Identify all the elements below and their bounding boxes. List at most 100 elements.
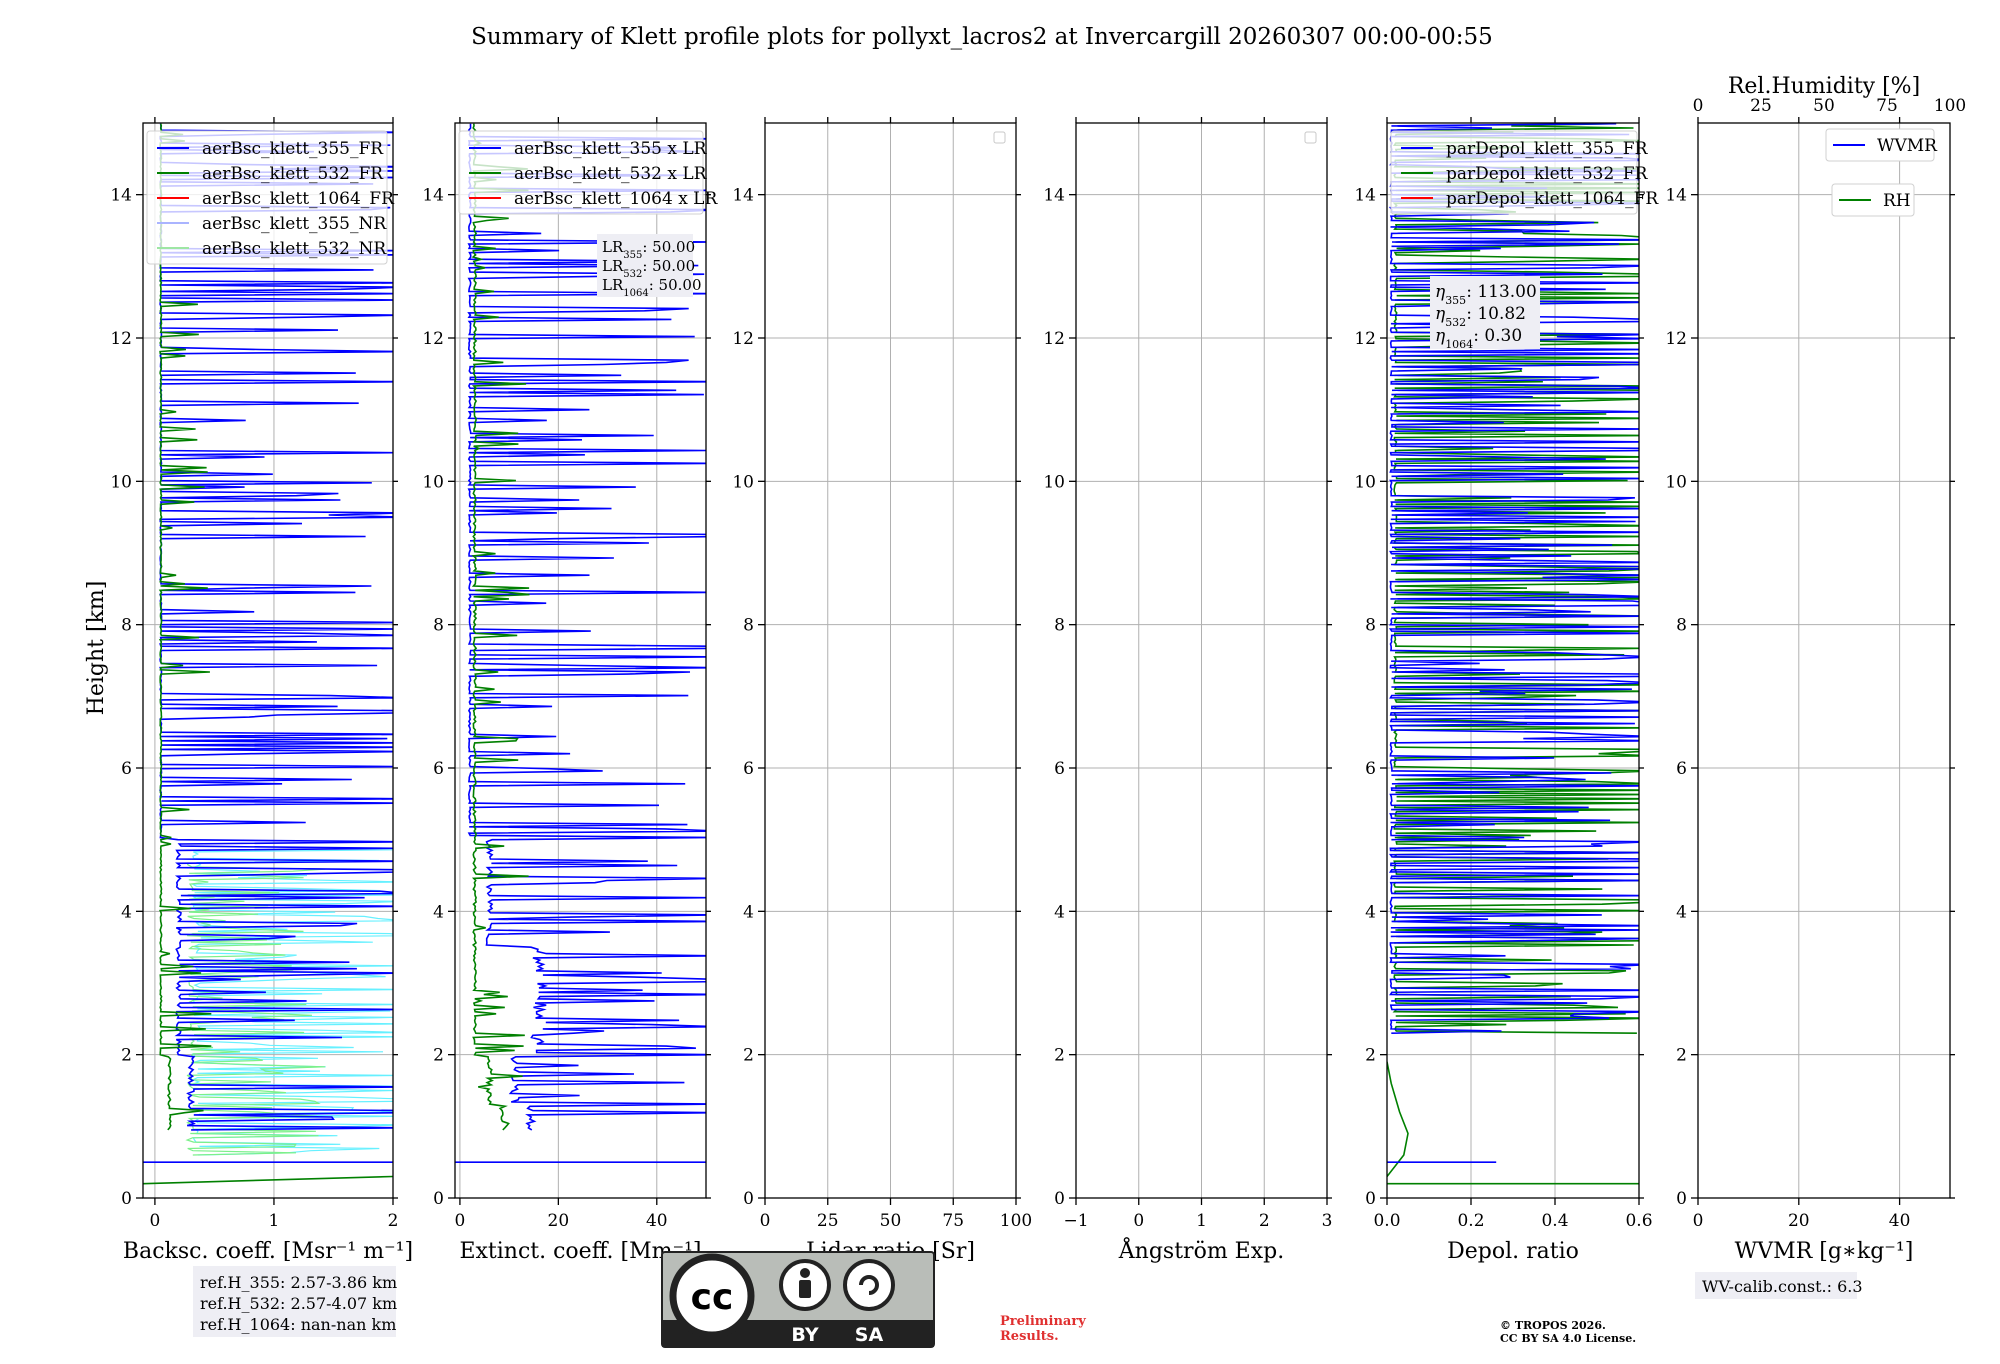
legend-label: parDepol_klett_355_FR [1446,139,1649,159]
series-ext-355 [467,123,706,1131]
series-532-fr [158,123,212,1131]
y-tick-label: 0 [1054,1189,1065,1209]
cc-text: cc [691,1277,734,1318]
x-tick-label: 100 [1000,1211,1032,1231]
y-tick-label: 10 [110,472,132,492]
y-tick-label: 10 [1043,472,1065,492]
wv-calib-box: WV-calib.const.: 6.3 [1695,1272,1863,1299]
legend-label: aerBsc_klett_1064_FR [202,189,395,209]
x-tick-label: 0 [1133,1211,1144,1231]
y-tick-label: 6 [1365,759,1376,779]
copyright-line-1: © TROPOS 2026. [1500,1319,1606,1332]
lr-value: : 50.00 [642,257,695,275]
y-tick-label: 14 [110,186,132,206]
y-tick-label: 0 [433,1189,444,1209]
y-tick-label: 12 [1665,329,1687,349]
x-axis-label: Depol. ratio [1447,1239,1579,1264]
panel-data-depol [1387,123,1639,1185]
panel-wvmr: 0 2 4 6 8 10 12 14 0 20 40 WVMR [g∗kg⁻¹] WVMR RH 0 25 50… [1665,74,1966,1264]
legend-label: parDepol_klett_532_FR [1446,164,1649,184]
y-tick-label: 14 [422,186,444,206]
y-tick-label: 8 [433,616,444,636]
x-tick-label: 3 [1322,1211,1333,1231]
y-tick-label: 6 [1676,759,1687,779]
x-tick-label: 2 [1259,1211,1270,1231]
y-tick-label: 14 [1354,186,1376,206]
lr-value: : 50.00 [642,238,695,256]
eta-annotation-box [1430,276,1540,349]
top-x-tick-label: 25 [1750,96,1772,116]
eta-value: : 113.00 [1466,282,1537,302]
ref-h-1064: ref.H_1064: nan-nan km [200,1315,396,1334]
x-tick-label: 1 [269,1211,280,1231]
legend-box [458,130,704,215]
lr-subscript: 355 [623,250,642,261]
y-tick-label: 4 [1054,902,1065,922]
eta-subscript: 355 [1445,294,1466,307]
figure-title: Summary of Klett profile plots for polly… [471,24,1493,50]
y-tick-label: 4 [433,902,444,922]
x-tick-label: 75 [942,1211,964,1231]
legend-label: aerBsc_klett_355_FR [202,139,384,159]
x-tick-label: 0.2 [1457,1211,1484,1231]
y-tick-label: 2 [121,1046,132,1066]
series-532-near-ground [143,1175,393,1185]
cc-license-logo: cc BY SA [661,1251,935,1348]
series-depol-355 [1388,123,1639,1034]
y-tick-label: 8 [743,616,754,636]
top-x-tick-label: 100 [1934,96,1966,116]
y-tick-label: 4 [121,902,132,922]
legend-label: aerBsc_klett_355_NR [202,214,387,234]
x-tick-label: 20 [1788,1211,1810,1231]
y-tick-label: 12 [1043,329,1065,349]
sa-circle-icon [843,1259,895,1311]
eta-symbol: η [1435,282,1446,302]
x-tick-label: 0 [760,1211,771,1231]
reference-height-box: ref.H_355: 2.57-3.86 km ref.H_532: 2.57-… [193,1266,397,1337]
legend-box-wvmr [1825,128,1935,162]
y-tick-label: 8 [1365,616,1376,636]
y-axis-label: Height [km] [84,581,109,716]
y-tick-label: 8 [121,616,132,636]
panel-depol: 0 2 4 6 8 10 12 14 0.0 0.2 0.4 0.6 Depol. ratio parDe… [1354,117,1659,1264]
y-tick-label: 8 [1054,616,1065,636]
legend-label-wvmr: WVMR [1877,136,1938,156]
x-tick-label: 25 [817,1211,839,1231]
legend-label: aerBsc_klett_1064 x LR [514,189,718,209]
y-tick-label: 10 [1354,472,1376,492]
legend-box [146,130,388,265]
y-tick-label: 6 [743,759,754,779]
top-x-tick-label: 50 [1813,96,1835,116]
lr-annotation-box [597,234,693,297]
y-tick-label: 2 [1365,1046,1376,1066]
x-tick-label: 0 [149,1211,160,1231]
by-text: BY [791,1324,818,1346]
eta-subscript: 1064 [1445,338,1473,351]
y-tick-label: 12 [422,329,444,349]
y-tick-label: 8 [1676,616,1687,636]
x-tick-label: 0.4 [1541,1211,1568,1231]
top-x-tick-label: 0 [1693,96,1704,116]
y-tick-label: 0 [1676,1189,1687,1209]
x-tick-label: 40 [1889,1211,1911,1231]
panel-frame [142,122,394,1199]
x-axis-label: WVMR [g∗kg⁻¹] [1735,1239,1914,1264]
preliminary-line-1: Preliminary [1000,1314,1086,1329]
y-tick-label: 10 [1665,472,1687,492]
x-axis-label: Ångström Exp. [1118,1236,1284,1264]
y-tick-label: 6 [433,759,444,779]
x-tick-label: 40 [646,1211,668,1231]
legend-label: parDepol_klett_1064_FR [1446,189,1659,209]
legend-label: aerBsc_klett_532_NR [202,239,387,259]
panel-frame [454,122,707,1199]
eta-value: : 0.30 [1473,326,1522,346]
sa-text: SA [855,1324,884,1346]
y-tick-label: 2 [1676,1046,1687,1066]
series-depol-532-low [1387,1061,1409,1177]
y-tick-label: 14 [1665,186,1687,206]
wv-calib-text: WV-calib.const.: 6.3 [1702,1277,1863,1296]
